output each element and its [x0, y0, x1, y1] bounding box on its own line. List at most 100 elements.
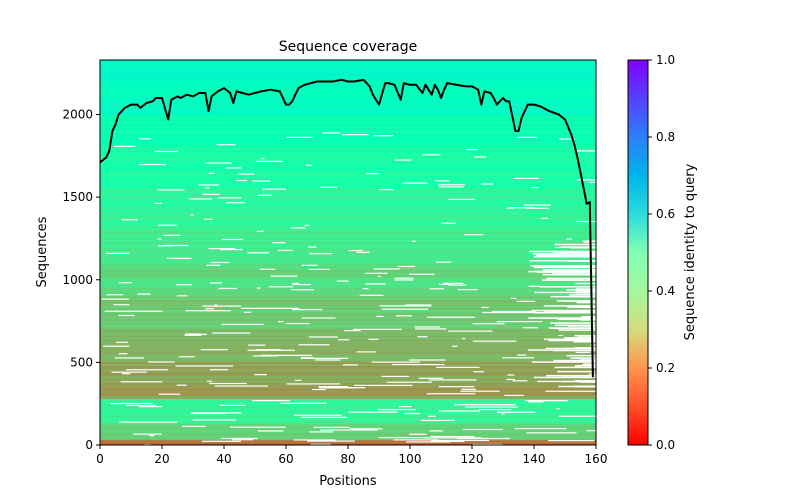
heatmap-band [100, 215, 596, 218]
heatmap-band [100, 395, 596, 398]
heatmap-band [100, 243, 596, 246]
heatmap-gap [435, 180, 450, 182]
heatmap-band [100, 388, 596, 391]
heatmap-band [100, 263, 596, 266]
heatmap-gap [373, 268, 400, 270]
heatmap-gap [531, 187, 539, 189]
heatmap-gap [574, 380, 596, 382]
heatmap-gap [218, 197, 242, 199]
heatmap-gap [192, 419, 237, 421]
heatmap-gap [354, 384, 413, 386]
heatmap-gap [573, 385, 596, 387]
heatmap-band [100, 66, 596, 69]
heatmap-gap [595, 395, 596, 397]
colorbar-tick-label: 1.0 [656, 53, 675, 67]
heatmap-band [100, 225, 596, 228]
heatmap-gap [541, 217, 549, 219]
y-axis-label: Sequences [35, 216, 50, 287]
heatmap-band [100, 188, 596, 191]
heatmap-band [100, 235, 596, 238]
heatmap-gap [319, 186, 337, 188]
heatmap-gap [232, 439, 254, 441]
heatmap-gap [429, 430, 443, 432]
colorbar-tick-label: 0.2 [656, 361, 675, 375]
heatmap-gap [529, 259, 596, 262]
heatmap-gap [581, 316, 596, 318]
heatmap-gap [101, 298, 129, 300]
heatmap-gap [438, 186, 464, 188]
heatmap-gap [291, 308, 323, 311]
heatmap-gap [262, 188, 286, 190]
heatmap-gap [558, 334, 563, 337]
heatmap-gap [308, 336, 338, 338]
heatmap-gap [461, 388, 477, 390]
heatmap-band [100, 94, 596, 97]
heatmap-gap [557, 370, 596, 373]
heatmap-gap [394, 159, 412, 161]
heatmap-gap [527, 349, 596, 351]
heatmap-gap [110, 402, 153, 405]
heatmap-band [100, 301, 596, 304]
heatmap-gap [336, 280, 349, 282]
heatmap-gap [293, 414, 342, 416]
heatmap-band [100, 352, 596, 355]
heatmap-band [100, 370, 596, 373]
heatmap-band [100, 170, 596, 173]
heatmap-band [100, 93, 596, 95]
heatmap-gap [473, 371, 485, 373]
heatmap-band [100, 136, 596, 138]
heatmap-band [100, 96, 596, 99]
heatmap-gap [166, 257, 192, 259]
heatmap-gap [202, 193, 220, 195]
heatmap-gap [462, 338, 466, 340]
heatmap-band [100, 330, 596, 333]
heatmap-gap [176, 284, 192, 286]
heatmap-gap [448, 284, 467, 286]
heatmap-gap [225, 167, 242, 169]
heatmap-gap [306, 164, 313, 166]
heatmap-gap [118, 314, 135, 317]
heatmap-gap [204, 218, 213, 220]
heatmap-gap [543, 269, 596, 271]
heatmap-gap [546, 277, 596, 280]
heatmap-gap [147, 361, 175, 363]
heatmap-gaps [101, 132, 596, 445]
heatmap-gap [531, 309, 596, 312]
heatmap-gap [509, 207, 535, 209]
heatmap-gap [184, 334, 202, 336]
heatmap-band [100, 294, 596, 297]
heatmap-gap [474, 156, 487, 158]
heatmap-gap [576, 150, 596, 152]
heatmap-band [100, 129, 596, 132]
heatmap-gap [534, 266, 596, 269]
heatmap-band [100, 393, 596, 396]
heatmap-band [100, 109, 596, 112]
heatmap-band [100, 178, 596, 181]
heatmap-band [100, 258, 596, 261]
heatmap-band [100, 183, 596, 186]
heatmap-band [100, 98, 596, 100]
heatmap-band [100, 64, 596, 67]
heatmap-band [100, 425, 596, 428]
heatmap-band [100, 268, 596, 271]
heatmap-gap [104, 310, 163, 312]
heatmap-gap [209, 382, 247, 385]
colorbar-tick-label: 0.0 [656, 438, 675, 452]
heatmap-band [100, 228, 596, 231]
heatmap-gap [564, 337, 596, 339]
heatmap-gap [315, 359, 341, 361]
x-tick-label: 140 [523, 452, 546, 466]
heatmap-gap [300, 357, 314, 359]
heatmap-gap [588, 181, 596, 183]
heatmap-gap [582, 305, 596, 308]
heatmap-band [100, 335, 596, 338]
heatmap-band [100, 368, 596, 371]
heatmap-gap [292, 282, 299, 284]
heatmap-gap [221, 323, 264, 326]
heatmap-band [100, 88, 596, 90]
heatmap-gap [524, 204, 552, 206]
heatmap-band [100, 350, 596, 353]
chart-title: Sequence coverage [279, 39, 418, 55]
heatmap-gap [586, 430, 596, 432]
heatmap-band [100, 378, 596, 381]
